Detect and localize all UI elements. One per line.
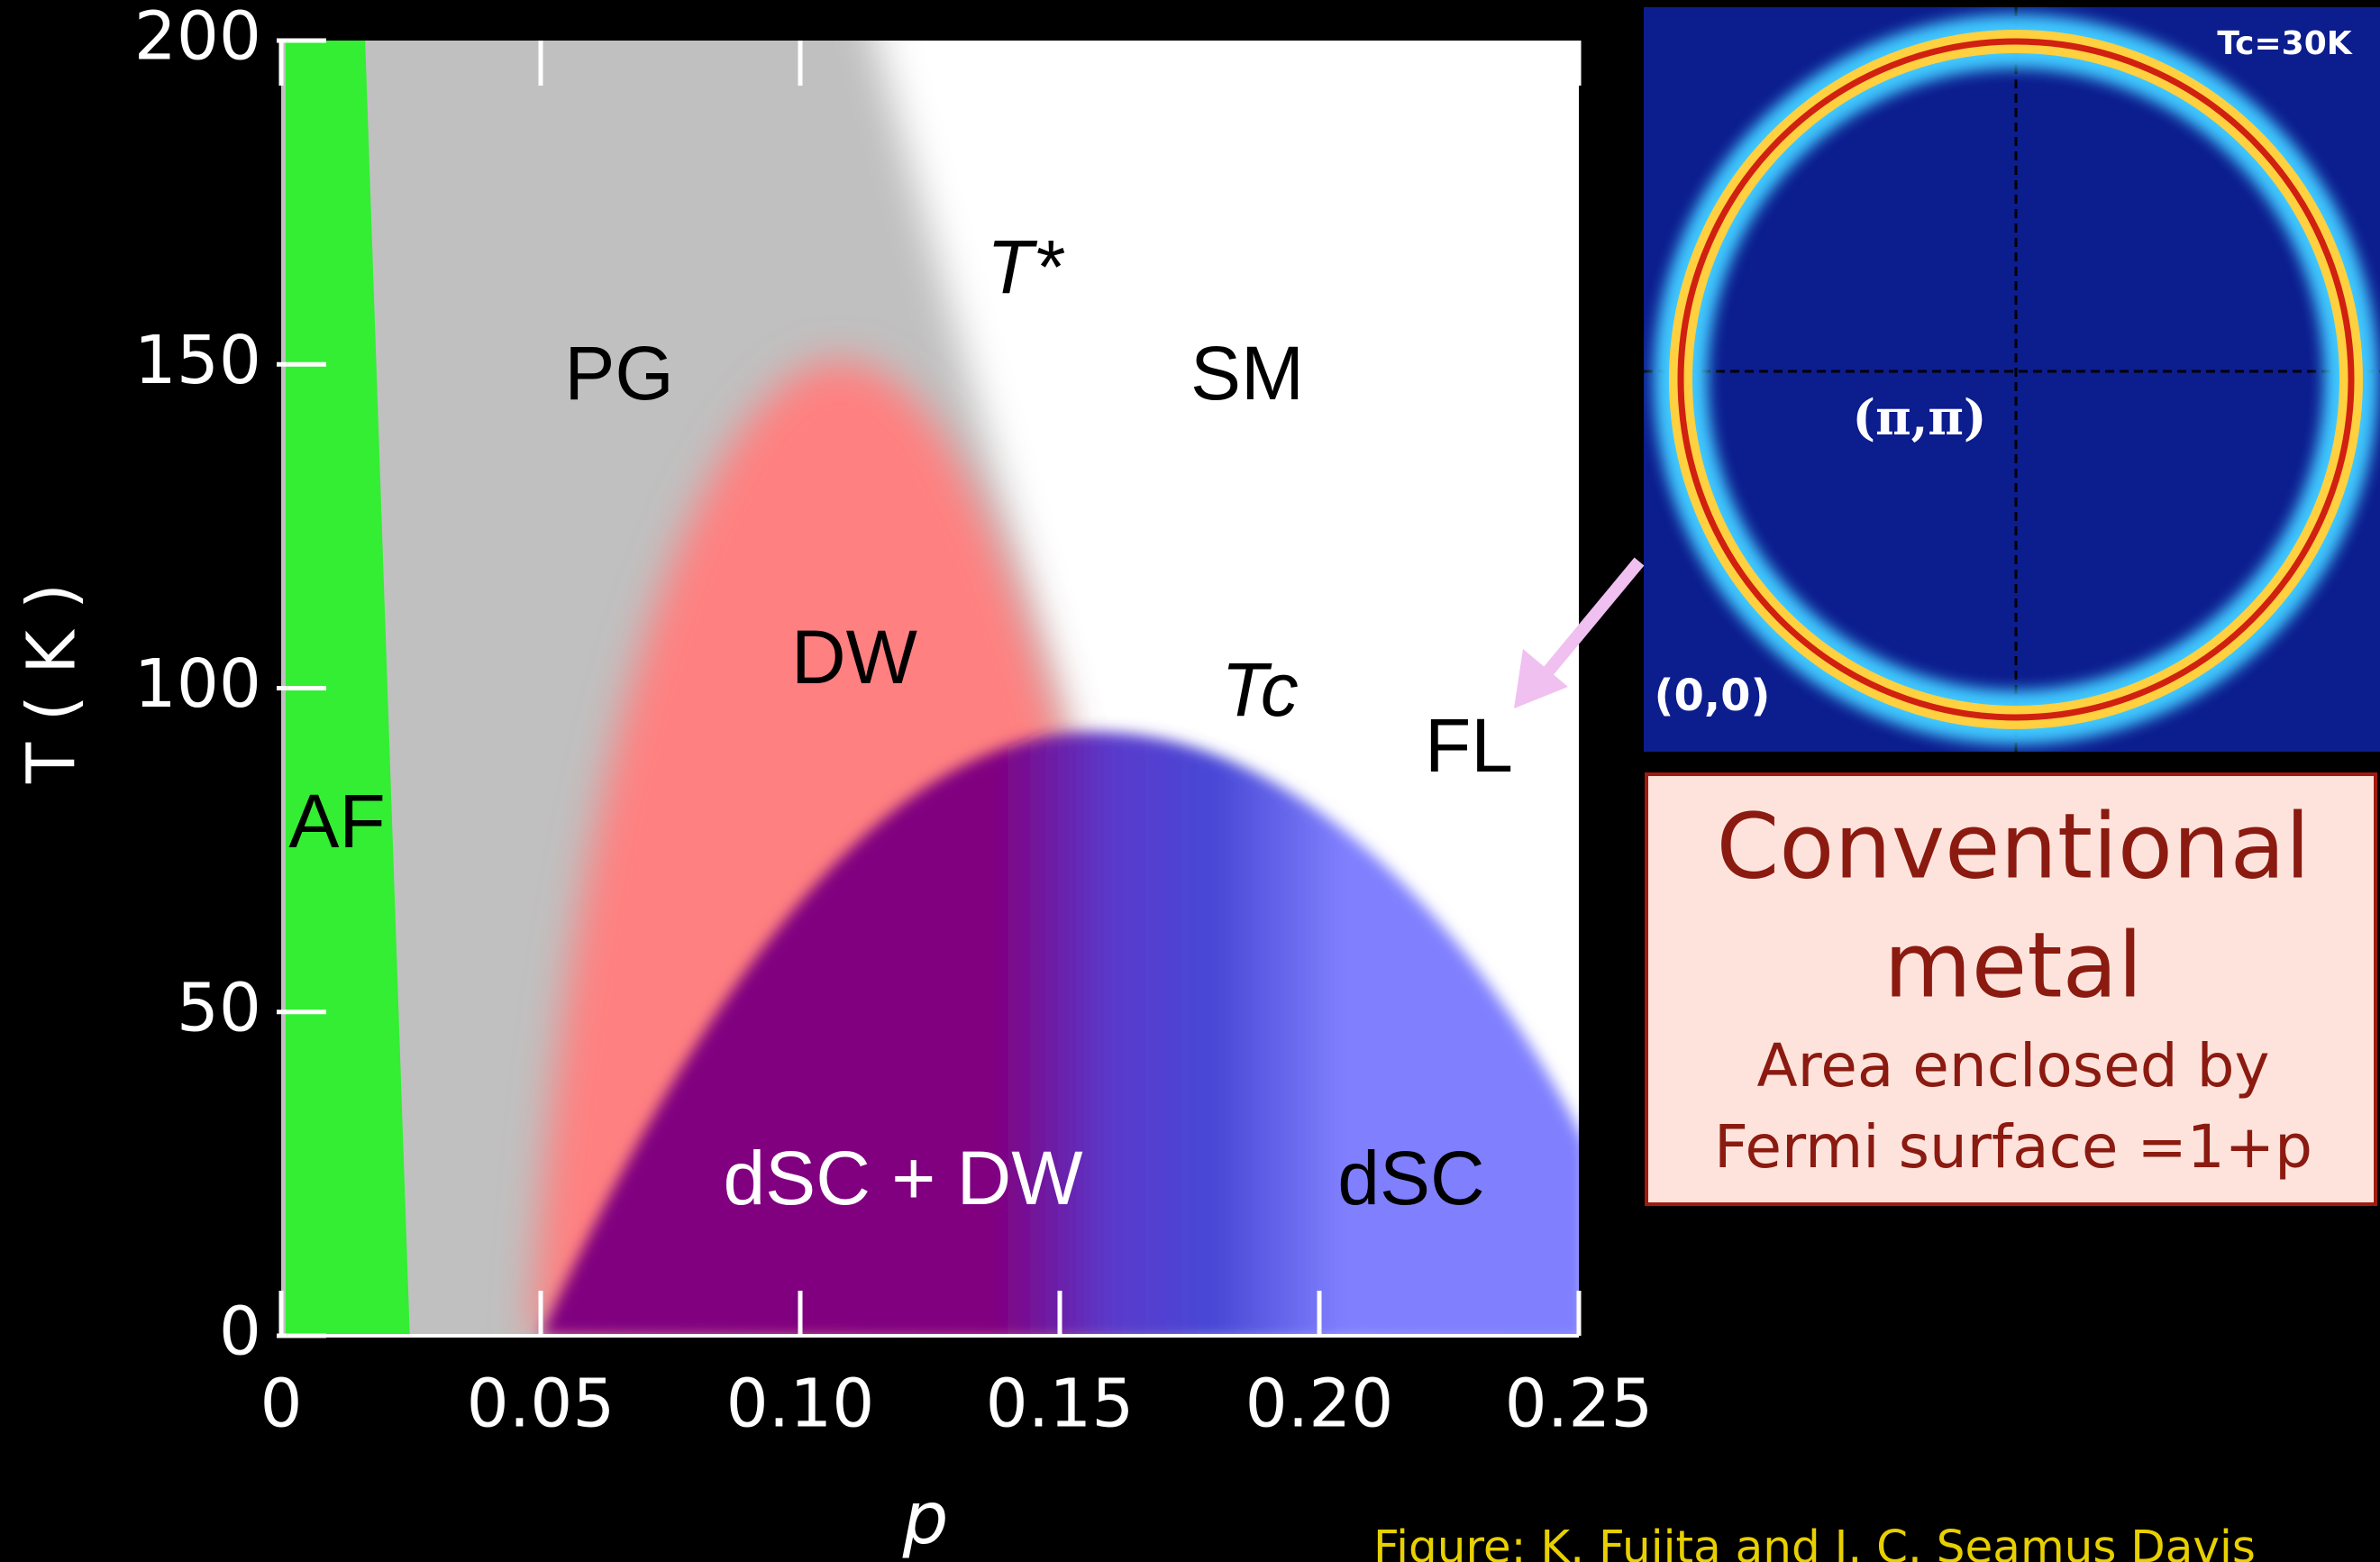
region-label: FL (1425, 703, 1513, 788)
caption-text: Area enclosed by (1756, 1031, 2269, 1101)
y-tick-label: 200 (134, 0, 261, 76)
caption-text: Fermi surface =1+p (1714, 1112, 2312, 1182)
region-label: dSC + DW (723, 1136, 1082, 1220)
y-axis-label: T ( K ) (14, 583, 91, 784)
region-label: SM (1190, 331, 1304, 416)
x-tick-label: 0.15 (986, 1366, 1135, 1443)
caption-title: metal (1883, 912, 2142, 1018)
x-tick-label: 0.05 (467, 1366, 616, 1443)
slide: 00.050.100.150.200.25050100150200 AF PG … (0, 0, 2380, 1562)
x-axis-label: p (902, 1476, 949, 1560)
region-label: dSC (1337, 1136, 1484, 1220)
x-tick-label: 0.25 (1505, 1366, 1654, 1443)
credit: Figure: K. Fujita and J. C. Seamus Davis (1373, 1521, 2256, 1562)
inset-label: (0,0) (1655, 671, 1771, 721)
region-label: PG (564, 331, 673, 416)
y-tick-label: 100 (134, 645, 261, 723)
y-tick-label: 150 (134, 322, 261, 399)
inset-label: Tc=30K (2217, 25, 2352, 62)
x-tick-label: 0.10 (726, 1366, 875, 1443)
region-label: DW (791, 615, 917, 699)
annotation: T* (987, 224, 1064, 309)
fermi-surface-inset: Tc=30K (π,π) (0,0) (1644, 7, 2380, 752)
region-label: AF (288, 779, 385, 863)
y-tick-label: 0 (219, 1293, 261, 1371)
y-tick-label: 50 (177, 969, 261, 1046)
x-tick-label: 0.20 (1245, 1366, 1394, 1443)
annotation: Tc (1221, 647, 1299, 732)
inset-label: (π,π) (1853, 388, 1987, 446)
x-tick-label: 0 (260, 1366, 302, 1443)
caption-title: Conventional (1716, 793, 2310, 899)
